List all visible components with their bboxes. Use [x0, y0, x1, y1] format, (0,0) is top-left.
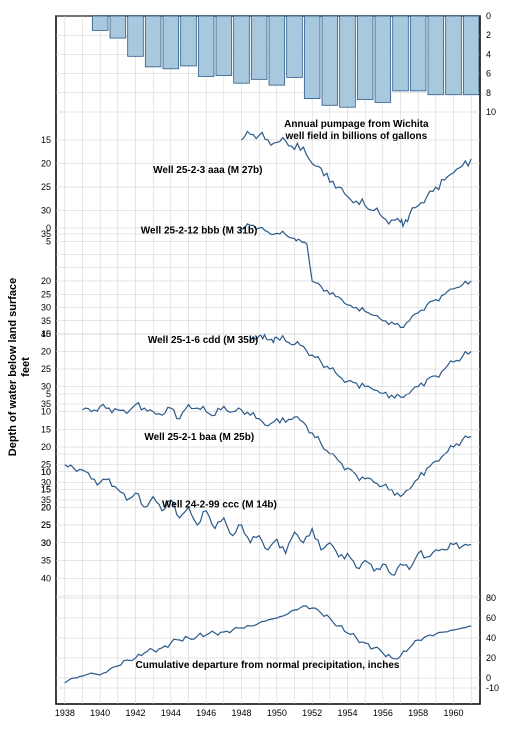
svg-text:0: 0: [46, 223, 51, 233]
svg-text:20: 20: [41, 502, 51, 512]
hydrograph-chart: 1938 1940 1942 1944 1946 1948 1950 1952 1954 1956…: [0, 0, 516, 734]
svg-text:25: 25: [41, 289, 51, 299]
svg-text:1944: 1944: [161, 708, 181, 718]
svg-text:1938: 1938: [55, 708, 75, 718]
svg-text:35: 35: [41, 316, 51, 326]
svg-text:15: 15: [41, 424, 51, 434]
svg-text:10: 10: [486, 107, 496, 117]
svg-text:1950: 1950: [267, 708, 287, 718]
svg-text:2: 2: [486, 30, 491, 40]
svg-text:Well 24-2-99 ccc (M 14b): Well 24-2-99 ccc (M 14b): [162, 499, 277, 510]
svg-text:30: 30: [41, 303, 51, 313]
svg-text:8: 8: [486, 88, 491, 98]
svg-text:0: 0: [486, 11, 491, 21]
svg-text:1956: 1956: [373, 708, 393, 718]
svg-text:1940: 1940: [90, 708, 110, 718]
svg-text:20: 20: [41, 347, 51, 357]
svg-text:well field in billions of gall: well field in billions of gallons: [284, 131, 427, 142]
svg-text:35: 35: [41, 556, 51, 566]
svg-text:25: 25: [41, 182, 51, 192]
svg-text:15: 15: [41, 329, 51, 339]
svg-text:4: 4: [486, 49, 491, 59]
svg-text:feet: feet: [20, 357, 32, 377]
svg-text:6: 6: [486, 69, 491, 79]
svg-text:1942: 1942: [125, 708, 145, 718]
svg-text:1952: 1952: [302, 708, 322, 718]
svg-text:20: 20: [486, 653, 496, 663]
svg-text:30: 30: [41, 538, 51, 548]
svg-text:10: 10: [41, 407, 51, 417]
svg-text:-10: -10: [486, 683, 499, 693]
svg-text:1958: 1958: [408, 708, 428, 718]
chart-svg: 1938 1940 1942 1944 1946 1948 1950 1952 1954 1956…: [0, 0, 516, 734]
svg-text:1960: 1960: [443, 708, 463, 718]
svg-text:Cumulative departure from norm: Cumulative departure from normal precipi…: [136, 660, 400, 671]
svg-text:Annual pumpage from Wichita: Annual pumpage from Wichita: [284, 119, 429, 130]
svg-text:40: 40: [41, 573, 51, 583]
svg-text:5: 5: [46, 236, 51, 246]
svg-text:0: 0: [486, 673, 491, 683]
svg-text:Well 25-2-3 aaa (M 27b): Well 25-2-3 aaa (M 27b): [153, 165, 262, 176]
svg-text:Well 25-1-6 cdd (M 35b): Well 25-1-6 cdd (M 35b): [148, 335, 258, 346]
svg-text:20: 20: [41, 442, 51, 452]
svg-text:40: 40: [486, 633, 496, 643]
svg-text:25: 25: [41, 520, 51, 530]
svg-text:20: 20: [41, 159, 51, 169]
svg-text:20: 20: [41, 276, 51, 286]
svg-text:Well 25-2-12 bbb (M 31b): Well 25-2-12 bbb (M 31b): [141, 225, 258, 236]
svg-text:30: 30: [41, 206, 51, 216]
svg-text:Depth of water below land surf: Depth of water below land surface: [7, 278, 19, 456]
svg-text:15: 15: [41, 135, 51, 145]
svg-text:1948: 1948: [231, 708, 251, 718]
svg-text:60: 60: [486, 613, 496, 623]
svg-text:15: 15: [41, 485, 51, 495]
svg-text:80: 80: [486, 593, 496, 603]
svg-text:25: 25: [41, 364, 51, 374]
svg-text:1946: 1946: [196, 708, 216, 718]
svg-text:5: 5: [46, 389, 51, 399]
svg-text:10: 10: [41, 467, 51, 477]
svg-text:1954: 1954: [337, 708, 357, 718]
svg-text:Well 25-2-1 baa (M 25b): Well 25-2-1 baa (M 25b): [144, 432, 254, 443]
